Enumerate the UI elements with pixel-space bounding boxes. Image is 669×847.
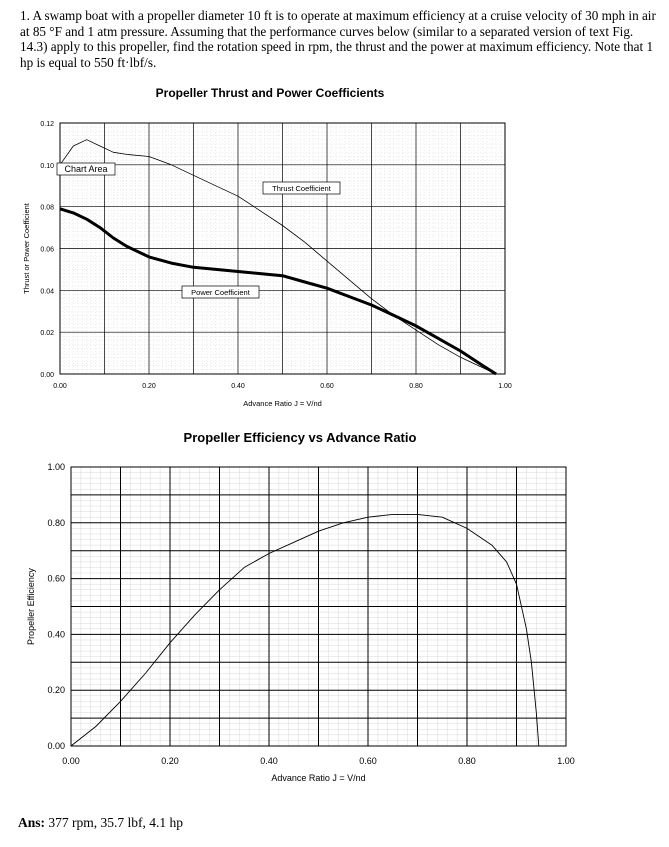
y-axis-label: Propeller Efficiency bbox=[26, 568, 36, 645]
x-axis-label: Advance Ratio J = V/nd bbox=[271, 773, 365, 783]
series-line-power-coefficient bbox=[59, 207, 497, 376]
y-tick-label: 1.00 bbox=[47, 462, 65, 472]
callout-box bbox=[181, 285, 260, 299]
answer-line: Ans: 377 rpm, 35.7 lbf, 4.1 hp bbox=[18, 815, 183, 831]
x-tick-label: 0.40 bbox=[231, 383, 245, 390]
chart-1: 0.00 0.20 0.40 0.60 0.80 1.00 0.00 0.02 0.04 0.06… bbox=[22, 121, 512, 408]
chart1-title: Propeller Thrust and Power Coefficients bbox=[155, 86, 385, 100]
series-legend-label: Power Coefficient bbox=[191, 288, 251, 297]
series-legend-label: Thrust Coefficient bbox=[272, 184, 332, 193]
x-tick-label: 0.80 bbox=[409, 383, 423, 390]
y-tick-label: 0.80 bbox=[47, 518, 65, 528]
chart-area-tooltip: Chart Area bbox=[64, 164, 107, 174]
y-tick-label: 0.40 bbox=[47, 629, 65, 639]
callout-box bbox=[56, 162, 116, 176]
callout-box bbox=[262, 181, 341, 195]
x-tick-label: 1.00 bbox=[498, 383, 512, 390]
series-line-efficiency bbox=[70, 513, 540, 747]
x-tick-label: 0.40 bbox=[260, 756, 278, 766]
y-tick-label: 0.10 bbox=[40, 163, 54, 170]
x-tick-label: 1.00 bbox=[557, 756, 575, 766]
x-tick-label: 0.60 bbox=[320, 383, 334, 390]
x-tick-label: 0.00 bbox=[53, 383, 67, 390]
series-line-thrust-coefficient bbox=[59, 139, 497, 375]
y-tick-label: 0.04 bbox=[40, 288, 54, 295]
answer-label: Ans: bbox=[18, 815, 46, 830]
plot-frame bbox=[70, 466, 567, 747]
x-tick-label: 0.80 bbox=[458, 756, 476, 766]
problem-statement: 1. A swamp boat with a propeller diamete… bbox=[20, 8, 656, 70]
chart-2: 0.00 0.20 0.40 0.60 0.80 1.00 0.00 0.20 0.40 0.60… bbox=[26, 462, 575, 783]
y-tick-label: 0.08 bbox=[40, 205, 54, 212]
y-tick-label: 0.00 bbox=[47, 741, 65, 751]
y-tick-label: 0.12 bbox=[40, 121, 54, 128]
y-tick-label: 0.06 bbox=[40, 247, 54, 254]
y-tick-label: 0.20 bbox=[47, 685, 65, 695]
answer-text: 377 rpm, 35.7 lbf, 4.1 hp bbox=[48, 815, 184, 830]
x-axis-label: Advance Ratio J = V/nd bbox=[243, 399, 322, 408]
y-tick-label: 0.60 bbox=[47, 574, 65, 584]
x-tick-label: 0.00 bbox=[62, 756, 80, 766]
x-tick-label: 0.20 bbox=[142, 383, 156, 390]
y-axis-label: Thrust or Power Coefficient bbox=[22, 202, 31, 294]
y-tick-label: 0.00 bbox=[40, 372, 54, 379]
x-tick-label: 0.60 bbox=[359, 756, 377, 766]
x-tick-label: 0.20 bbox=[161, 756, 179, 766]
y-tick-label: 0.02 bbox=[40, 330, 54, 337]
chart2-title: Propeller Efficiency vs Advance Ratio bbox=[183, 430, 417, 445]
plot-frame bbox=[59, 122, 506, 375]
